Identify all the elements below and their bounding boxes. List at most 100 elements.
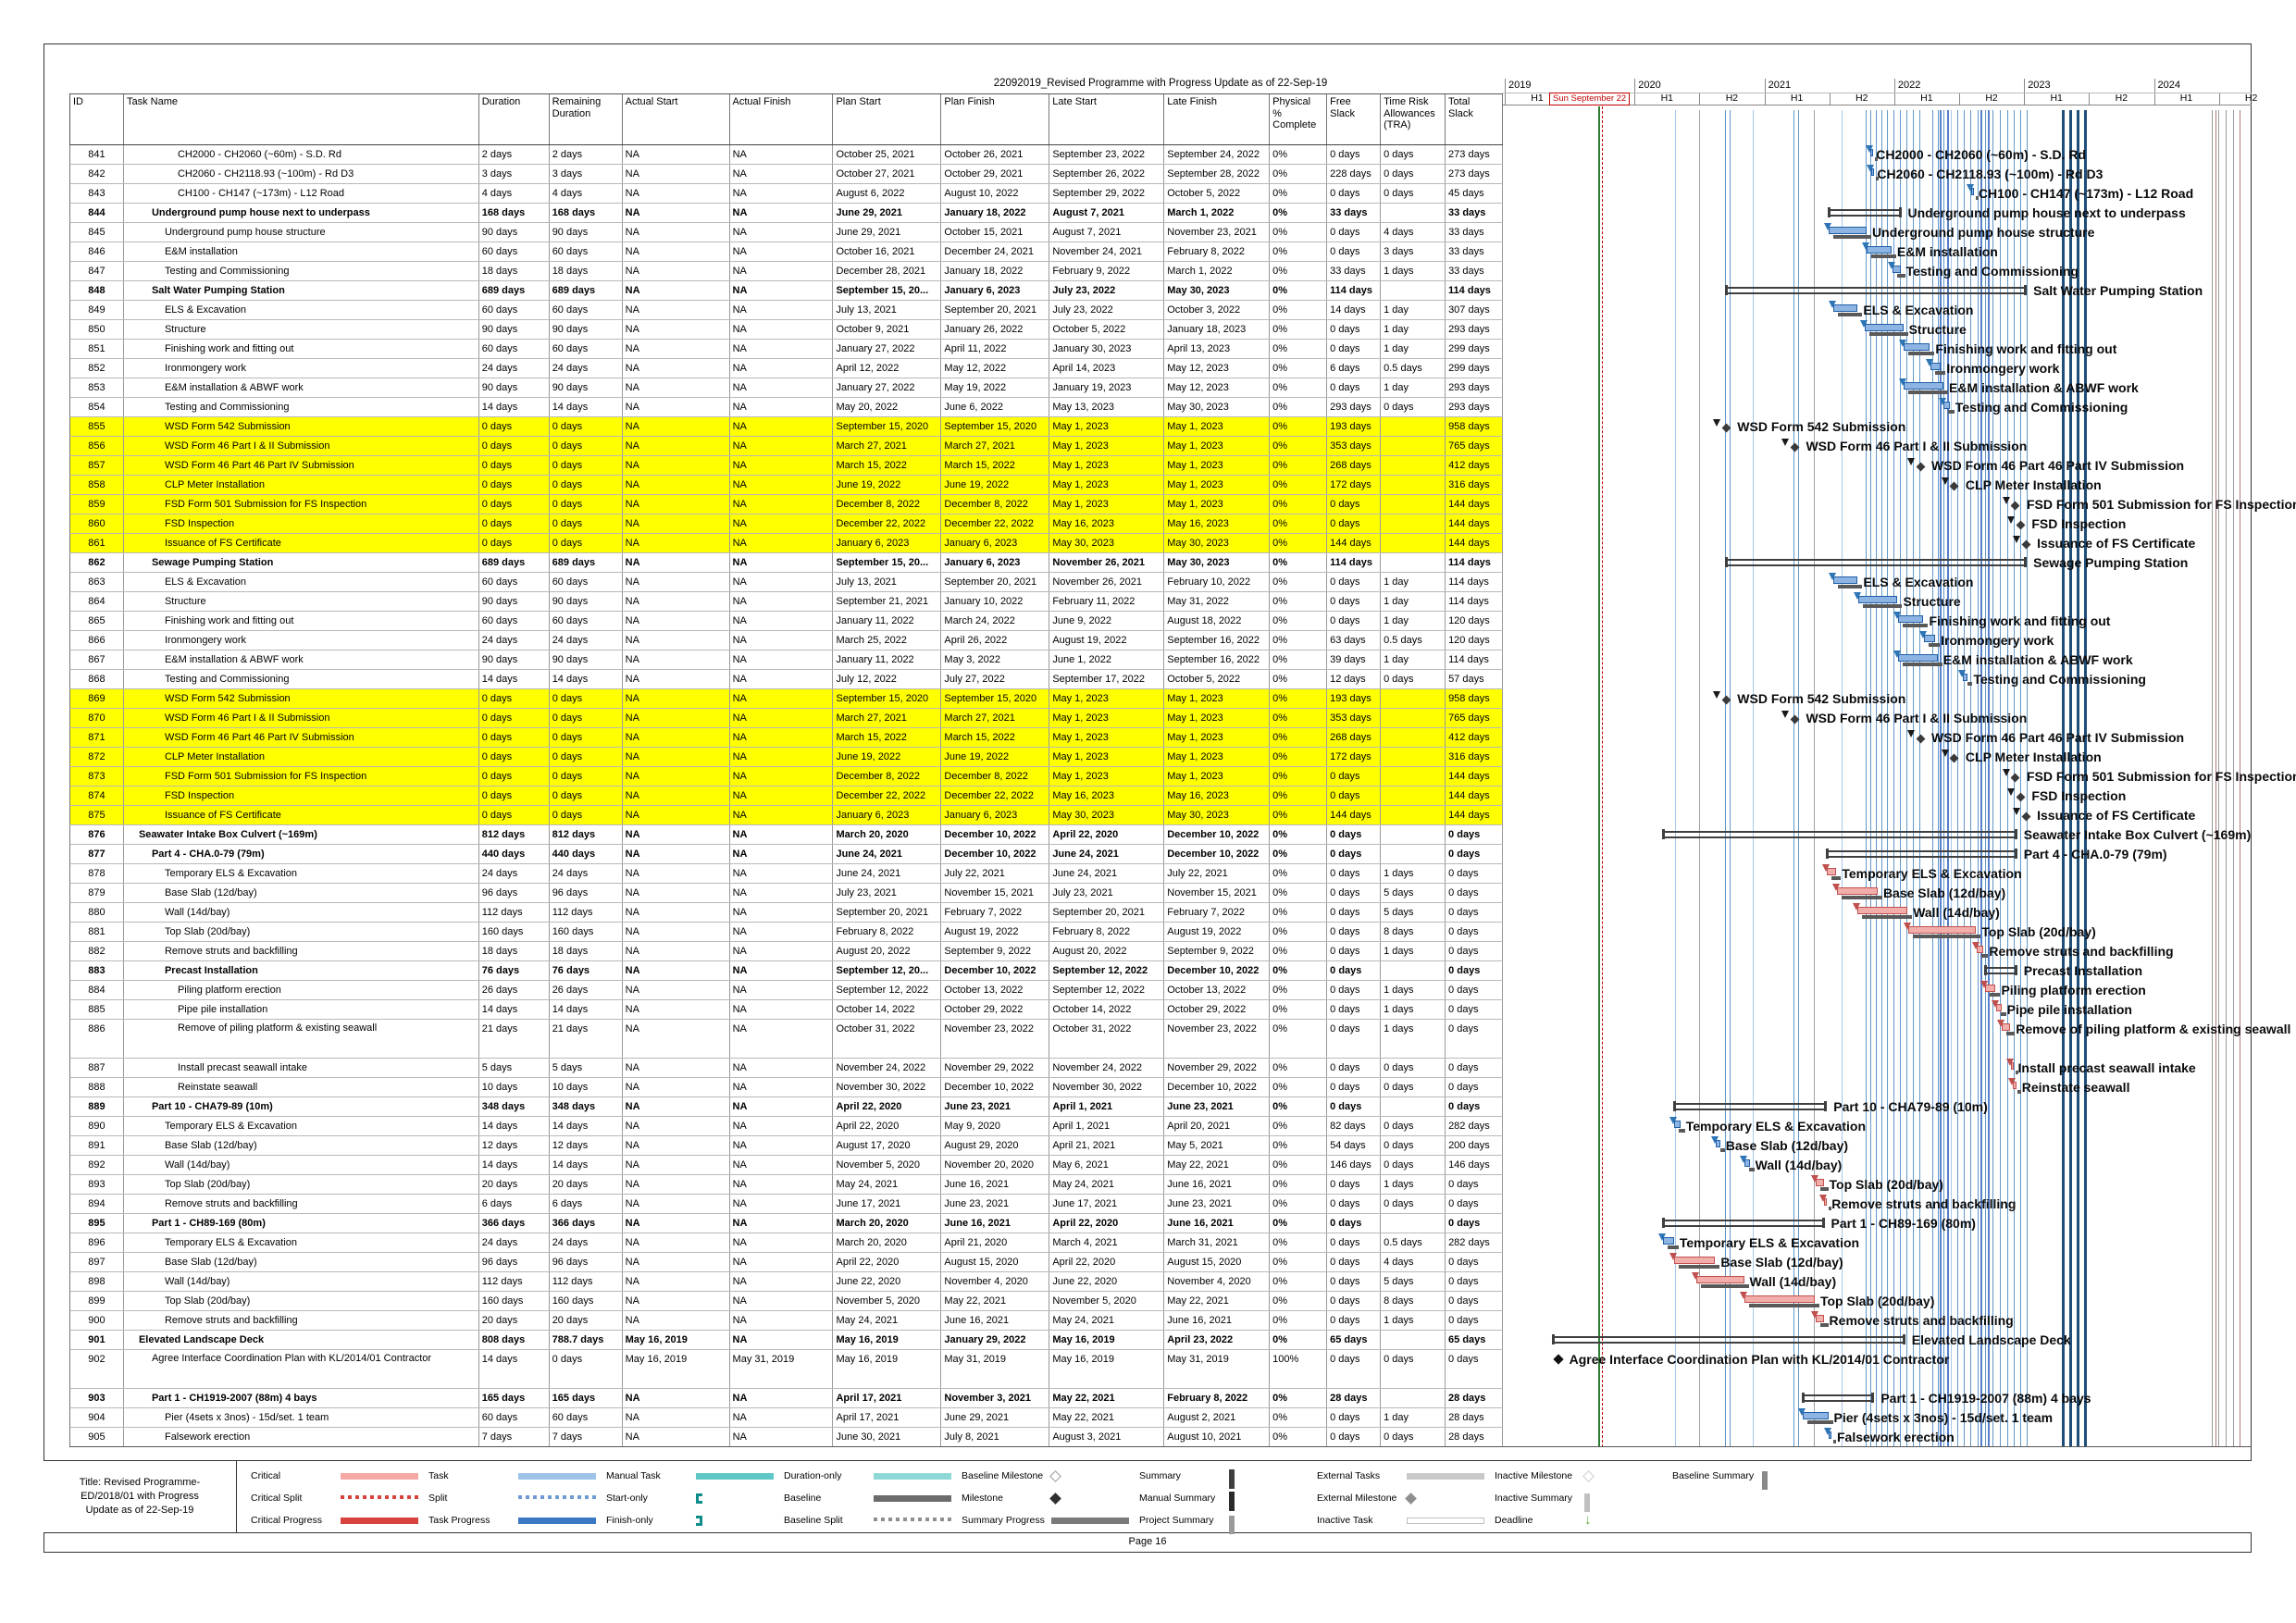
table-row[interactable]: 864 Structure 90 days 90 days NA NA September … (69, 592, 1504, 612)
gantt-bar-task[interactable] (1923, 635, 1936, 642)
table-row[interactable]: 884 Piling platform erection 26 days 26 day… (69, 981, 1503, 1000)
gantt-bar-task[interactable] (1826, 868, 1837, 875)
gantt-bar-task[interactable] (1930, 363, 1942, 370)
table-row[interactable]: 891 Base Slab (12d/bay) 12 days 12 days NA NA… (69, 1136, 1504, 1156)
table-row[interactable]: 896 Temporary ELS & Excavation 24 days 24 d… (69, 1233, 1504, 1253)
table-row[interactable]: 867 E&M installation & ABWF work 90 days 90… (69, 650, 1504, 670)
gantt-bar-summary[interactable] (1826, 850, 2017, 858)
table-row[interactable]: 865 Finishing work and fitting out 60 days… (69, 612, 1504, 631)
gantt-bar-summary[interactable] (1726, 559, 2027, 566)
gantt-bar-task[interactable] (1744, 1295, 1815, 1303)
gantt-bar-task[interactable] (1828, 1431, 1831, 1439)
gantt-bar-summary[interactable] (1552, 1336, 1905, 1344)
table-row[interactable]: 847 Testing and Commissioning 18 days 18 da… (69, 262, 1504, 281)
gantt-bar-task[interactable] (1662, 1237, 1674, 1245)
gantt-bar-task[interactable] (1995, 1004, 2002, 1011)
gantt-bar-task[interactable] (1903, 343, 1930, 351)
table-row[interactable]: 841 CH2000 - CH2060 (~60m) - S.D. Rd 2 day… (69, 145, 1503, 165)
table-row[interactable]: 875 Issuance of FS Certificate 0 days 0 day… (69, 806, 1504, 825)
table-row[interactable]: 856 WSD Form 46 Part I & II Submission 0 d… (69, 437, 1504, 456)
table-row[interactable]: 849 ELS & Excavation 60 days 60 days NA NA Jul… (69, 301, 1504, 320)
gantt-bar-task[interactable] (1815, 1179, 1824, 1186)
gantt-bar-task[interactable] (1893, 266, 1901, 273)
table-row[interactable]: 845 Underground pump house structure 90 da… (69, 223, 1504, 242)
gantt-bar-task[interactable] (1864, 324, 1904, 331)
gantt-bar-task[interactable] (1716, 1140, 1720, 1147)
gantt-bar-summary[interactable] (1662, 831, 2017, 838)
gantt-bar-task[interactable] (1897, 615, 1924, 623)
gantt-bar-task[interactable] (1907, 926, 1977, 934)
gantt-bar-task[interactable] (1870, 168, 1874, 176)
table-row[interactable]: 843 CH100 - CH147 (~173m) - L12 Road 4 day… (69, 184, 1503, 204)
table-row[interactable]: 854 Testing and Commissioning 14 days 14 da… (69, 398, 1504, 417)
gantt-bar-task[interactable] (1869, 149, 1873, 156)
gantt-milestone[interactable] (2016, 520, 2026, 530)
table-row[interactable]: 877 Part 4 - CHA.0-79 (79m) 440 days 440 da… (69, 845, 1504, 864)
table-row[interactable]: 905 Falsework erection 7 days 7 days NA NA Jun… (69, 1428, 1504, 1447)
gantt-bar-task[interactable] (1832, 576, 1858, 584)
table-row[interactable]: 904 Pier (4sets x 3nos) - 15d/set. 1 team… (69, 1408, 1504, 1428)
gantt-bar-task[interactable] (1828, 227, 1868, 234)
table-row[interactable]: 901 Elevated Landscape Deck 808 days 788.7 … (69, 1331, 1504, 1350)
table-row[interactable]: 888 Reinstate seawall 10 days 10 days NA NA No… (69, 1078, 1503, 1097)
table-row[interactable]: 871 WSD Form 46 Part 46 Part IV Submissio… (69, 728, 1504, 748)
gantt-bar-task[interactable] (1897, 654, 1938, 662)
table-row[interactable]: 881 Top Slab (20d/bay) 160 days 160 days NA N… (69, 923, 1504, 942)
table-row[interactable]: 876 Seawater Intake Box Culvert (~169m) 81… (69, 825, 1504, 845)
table-row[interactable]: 870 WSD Form 46 Part I & II Submission 0 d… (69, 709, 1504, 728)
table-row[interactable]: 872 CLP Meter Installation 0 days 0 days NA N… (69, 748, 1504, 767)
gantt-milestone[interactable] (1916, 462, 1925, 472)
table-row[interactable]: 869 WSD Form 542 Submission 0 days 0 days NA… (69, 689, 1504, 709)
table-row[interactable]: 852 Ironmongery work 24 days 24 days NA NA Apr… (69, 359, 1504, 378)
gantt-bar-task[interactable] (1823, 1198, 1827, 1206)
table-row[interactable]: 893 Top Slab (20d/bay) 20 days 20 days NA NA M… (69, 1175, 1504, 1195)
table-row[interactable]: 855 WSD Form 542 Submission 0 days 0 days NA… (69, 417, 1504, 437)
table-row[interactable]: 900 Remove struts and backfilling 20 days 2… (69, 1311, 1504, 1331)
gantt-bar-task[interactable] (1695, 1276, 1744, 1283)
table-row[interactable]: 858 CLP Meter Installation 0 days 0 days NA N… (69, 476, 1504, 495)
table-row[interactable]: 887 Install precast seawall intake 5 days 5… (69, 1059, 1503, 1078)
table-row[interactable]: 895 Part 1 - CH89-169 (80m) 366 days 366 da… (69, 1214, 1504, 1233)
table-row[interactable]: 898 Wall (14d/bay) 112 days 112 days NA NA Jun… (69, 1272, 1504, 1292)
gantt-bar-task[interactable] (1971, 188, 1975, 195)
gantt-bar-task[interactable] (1674, 1121, 1681, 1128)
gantt-milestone[interactable] (2021, 812, 2031, 822)
gantt-bar-task[interactable] (1832, 304, 1858, 312)
table-row[interactable]: 860 FSD Inspection 0 days 0 days NA NA Decembe… (69, 514, 1504, 534)
table-row[interactable]: 866 Ironmongery work 24 days 24 days NA NA Mar… (69, 631, 1504, 650)
table-row[interactable]: 885 Pipe pile installation 14 days 14 days N… (69, 1000, 1503, 1020)
gantt-bar-task[interactable] (1815, 1315, 1824, 1322)
table-row[interactable]: 883 Precast Installation 76 days 76 days NA N… (69, 961, 1504, 981)
table-row[interactable]: 873 FSD Form 501 Submission for FS Inspec… (69, 767, 1504, 787)
table-row[interactable]: 879 Base Slab (12d/bay) 96 days 96 days NA NA… (69, 884, 1504, 903)
table-row[interactable]: 892 Wall (14d/bay) 14 days 14 days NA NA Novem… (69, 1156, 1504, 1175)
table-row[interactable]: 890 Temporary ELS & Excavation 14 days 14 d… (69, 1117, 1504, 1136)
table-row[interactable]: 842 CH2060 - CH2118.93 (~100m) - Rd D3 3 d… (69, 165, 1503, 184)
gantt-bar-summary[interactable] (1726, 287, 2027, 294)
gantt-bar-task[interactable] (2010, 1062, 2014, 1070)
gantt-bar-task[interactable] (1903, 382, 1943, 390)
gantt-bar-task[interactable] (1836, 887, 1878, 895)
gantt-bar-task[interactable] (2002, 1023, 2011, 1031)
table-row[interactable]: 850 Structure 90 days 90 days NA NA October 9,… (69, 320, 1504, 340)
gantt-milestone[interactable] (1552, 1354, 1564, 1365)
gantt-bar-task[interactable] (1674, 1257, 1716, 1264)
gantt-bar-summary[interactable] (1674, 1103, 1827, 1110)
table-row[interactable]: 882 Remove struts and backfilling 18 days 1… (69, 942, 1504, 961)
table-row[interactable]: 886 Remove of piling platform & existing … (69, 1020, 1503, 1059)
table-row[interactable]: 897 Base Slab (12d/bay) 96 days 96 days NA NA… (69, 1253, 1504, 1272)
table-row[interactable]: 859 FSD Form 501 Submission for FS Inspec… (69, 495, 1504, 514)
gantt-bar-task[interactable] (1867, 246, 1892, 254)
table-row[interactable]: 846 E&M installation 60 days 60 days NA NA Oct… (69, 242, 1504, 262)
gantt-milestone[interactable] (2021, 539, 2031, 550)
table-row[interactable]: 861 Issuance of FS Certificate 0 days 0 day… (69, 534, 1504, 553)
gantt-milestone[interactable] (2011, 773, 2020, 783)
gantt-bar-task[interactable] (1857, 907, 1908, 914)
table-row[interactable]: 848 Salt Water Pumping Station 689 days 689… (69, 281, 1504, 301)
table-row[interactable]: 880 Wall (14d/bay) 112 days 112 days NA NA Sep… (69, 903, 1504, 923)
table-row[interactable]: 857 WSD Form 46 Part 46 Part IV Submissio… (69, 456, 1504, 476)
gantt-milestone[interactable] (2016, 792, 2026, 802)
table-row[interactable]: 903 Part 1 - CH1919-2007 (88m) 4 bays 165 … (69, 1389, 1504, 1408)
gantt-bar-task[interactable] (1802, 1412, 1829, 1419)
table-row[interactable]: 874 FSD Inspection 0 days 0 days NA NA Decembe… (69, 787, 1504, 806)
